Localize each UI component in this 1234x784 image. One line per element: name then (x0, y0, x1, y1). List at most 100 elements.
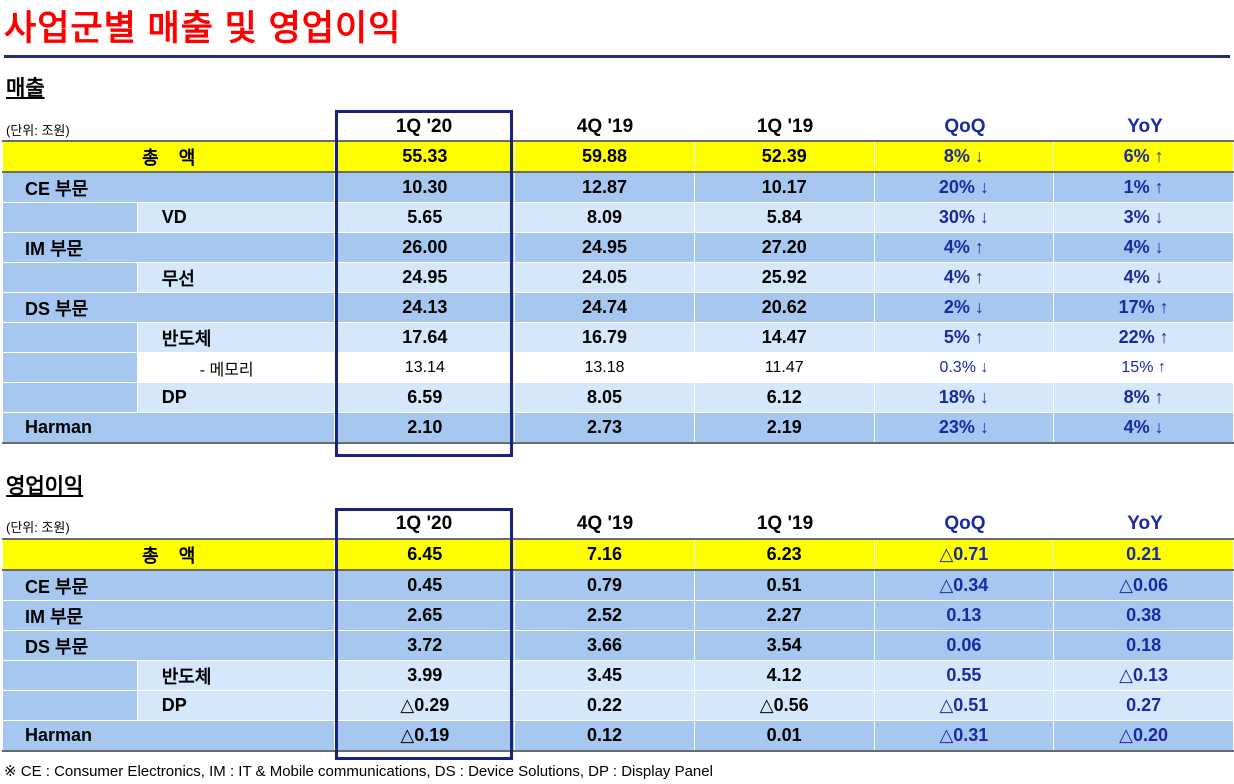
revenue-col-header-qoq: QoQ (944, 116, 986, 137)
revenue-table: 총 액 55.33 59.88 52.39 8% ↓ 6% ↑ CE 부문 10.30 12.8… (1, 140, 1234, 444)
op-profit-row: 총 액 6.45 7.16 6.23 △0.71 0.21 (1, 538, 1234, 571)
revenue-cell-1q20: 26.00 (334, 232, 516, 263)
op-profit-row: IM 부문 2.65 2.52 2.27 0.13 0.38 (1, 600, 1234, 631)
op-profit-cell-yoy: 0.18 (1053, 630, 1234, 661)
revenue-col-header-1q19: 1Q '19 (756, 116, 814, 137)
op-profit-cell-qoq: 0.06 (873, 630, 1055, 661)
revenue-cell-4q19: 8.09 (514, 202, 695, 233)
revenue-row: - 메모리 13.14 13.18 11.47 0.3% ↓ 15% ↑ (2, 352, 1234, 383)
revenue-cell-qoq: 2% ↓ (873, 292, 1055, 323)
revenue-row-indent (2, 352, 138, 383)
op-col-header-yoy: YoY (1127, 513, 1163, 534)
op-profit-unit-label: (단위: 조원) (6, 520, 70, 535)
revenue-cell-4q19: 16.79 (514, 322, 695, 353)
revenue-row-label: 무선 (136, 262, 336, 293)
revenue-cell-1q20: 2.10 (334, 412, 516, 444)
op-profit-cell-yoy: △0.06 (1053, 569, 1234, 601)
op-profit-row-label: IM 부문 (1, 600, 336, 631)
revenue-cell-4q19: 12.87 (514, 171, 695, 203)
op-profit-cell-1q20: △0.19 (334, 720, 516, 752)
revenue-cell-1q20: 6.59 (334, 382, 516, 413)
op-col-header-1q20: 1Q '20 (395, 513, 453, 534)
op-profit-row-label: Harman (1, 720, 336, 752)
op-profit-cell-yoy: 0.21 (1053, 538, 1234, 571)
revenue-cell-1q19: 5.84 (693, 202, 875, 233)
op-profit-row: DP △0.29 0.22 △0.56 △0.51 0.27 (2, 690, 1234, 721)
revenue-cell-1q20: 24.13 (334, 292, 516, 323)
revenue-cell-qoq: 0.3% ↓ (873, 352, 1055, 383)
revenue-col-header-4q19: 4Q '19 (576, 116, 634, 137)
revenue-cell-1q20: 55.33 (334, 140, 516, 173)
op-profit-cell-yoy: △0.13 (1053, 660, 1234, 691)
op-profit-cell-1q19: 6.23 (693, 538, 875, 571)
op-profit-cell-1q20: △0.29 (334, 690, 516, 721)
op-profit-cell-1q19: 4.12 (693, 660, 875, 691)
revenue-cell-qoq: 4% ↑ (873, 232, 1055, 263)
revenue-row-label: VD (136, 202, 336, 233)
revenue-cell-qoq: 8% ↓ (873, 140, 1055, 173)
op-profit-cell-1q20: 3.72 (334, 630, 516, 661)
op-profit-cell-yoy: △0.20 (1053, 720, 1234, 752)
op-profit-cell-yoy: 0.27 (1053, 690, 1234, 721)
op-profit-row-indent (2, 660, 138, 691)
op-profit-cell-qoq: △0.51 (873, 690, 1055, 721)
revenue-cell-qoq: 4% ↑ (873, 262, 1055, 293)
op-profit-cell-1q20: 2.65 (334, 600, 516, 631)
revenue-cell-1q19: 14.47 (693, 322, 875, 353)
revenue-cell-yoy: 17% ↑ (1053, 292, 1234, 323)
revenue-cell-4q19: 2.73 (514, 412, 695, 444)
op-profit-row: 반도체 3.99 3.45 4.12 0.55 △0.13 (2, 660, 1234, 691)
revenue-row: IM 부문 26.00 24.95 27.20 4% ↑ 4% ↓ (1, 232, 1234, 263)
revenue-cell-yoy: 8% ↑ (1053, 382, 1234, 413)
op-profit-row-indent (2, 690, 138, 721)
op-profit-cell-4q19: 0.12 (514, 720, 695, 752)
op-profit-cell-4q19: 7.16 (514, 538, 695, 571)
revenue-row-label: Harman (1, 412, 336, 444)
revenue-cell-1q19: 20.62 (693, 292, 875, 323)
revenue-cell-qoq: 23% ↓ (873, 412, 1055, 444)
revenue-cell-4q19: 59.88 (514, 140, 695, 173)
revenue-cell-1q19: 10.17 (693, 171, 875, 203)
revenue-row-indent (2, 382, 138, 413)
revenue-row: Harman 2.10 2.73 2.19 23% ↓ 4% ↓ (1, 412, 1234, 444)
revenue-cell-yoy: 15% ↑ (1053, 352, 1234, 383)
revenue-cell-4q19: 24.95 (514, 232, 695, 263)
revenue-row: CE 부문 10.30 12.87 10.17 20% ↓ 1% ↑ (1, 171, 1234, 203)
revenue-section-title: 매출 (6, 77, 45, 100)
revenue-row: VD 5.65 8.09 5.84 30% ↓ 3% ↓ (2, 202, 1234, 233)
op-profit-cell-1q19: 3.54 (693, 630, 875, 661)
op-profit-cell-4q19: 3.66 (514, 630, 695, 661)
op-profit-row: CE 부문 0.45 0.79 0.51 △0.34 △0.06 (1, 569, 1234, 601)
op-profit-row: Harman △0.19 0.12 0.01 △0.31 △0.20 (1, 720, 1234, 752)
op-profit-cell-1q19: △0.56 (693, 690, 875, 721)
revenue-row: DS 부문 24.13 24.74 20.62 2% ↓ 17% ↑ (1, 292, 1234, 323)
op-profit-cell-qoq: 0.55 (873, 660, 1055, 691)
op-profit-cell-4q19: 0.79 (514, 569, 695, 601)
revenue-cell-4q19: 24.74 (514, 292, 695, 323)
revenue-row-label: 총 액 (1, 140, 336, 173)
revenue-cell-1q19: 11.47 (693, 352, 875, 383)
op-profit-cell-1q19: 0.01 (693, 720, 875, 752)
revenue-col-header-1q20: 1Q '20 (395, 116, 453, 137)
revenue-cell-1q20: 13.14 (334, 352, 516, 383)
op-col-header-1q19: 1Q '19 (756, 513, 814, 534)
revenue-cell-1q20: 24.95 (334, 262, 516, 293)
op-col-header-4q19: 4Q '19 (576, 513, 634, 534)
op-profit-cell-yoy: 0.38 (1053, 600, 1234, 631)
revenue-cell-yoy: 4% ↓ (1053, 412, 1234, 444)
revenue-row-indent (2, 262, 138, 293)
op-profit-section-title: 영업이익 (6, 475, 84, 498)
revenue-row: 무선 24.95 24.05 25.92 4% ↑ 4% ↓ (2, 262, 1234, 293)
revenue-cell-1q19: 6.12 (693, 382, 875, 413)
revenue-cell-1q20: 10.30 (334, 171, 516, 203)
op-profit-cell-qoq: △0.71 (873, 538, 1055, 571)
op-profit-row-label: DS 부문 (1, 630, 336, 661)
revenue-cell-yoy: 1% ↑ (1053, 171, 1234, 203)
op-profit-cell-1q20: 3.99 (334, 660, 516, 691)
revenue-cell-1q19: 27.20 (693, 232, 875, 263)
revenue-cell-qoq: 5% ↑ (873, 322, 1055, 353)
op-profit-cell-1q19: 2.27 (693, 600, 875, 631)
revenue-row-label: - 메모리 (136, 352, 336, 383)
revenue-cell-1q19: 25.92 (693, 262, 875, 293)
revenue-row-label: DP (136, 382, 336, 413)
